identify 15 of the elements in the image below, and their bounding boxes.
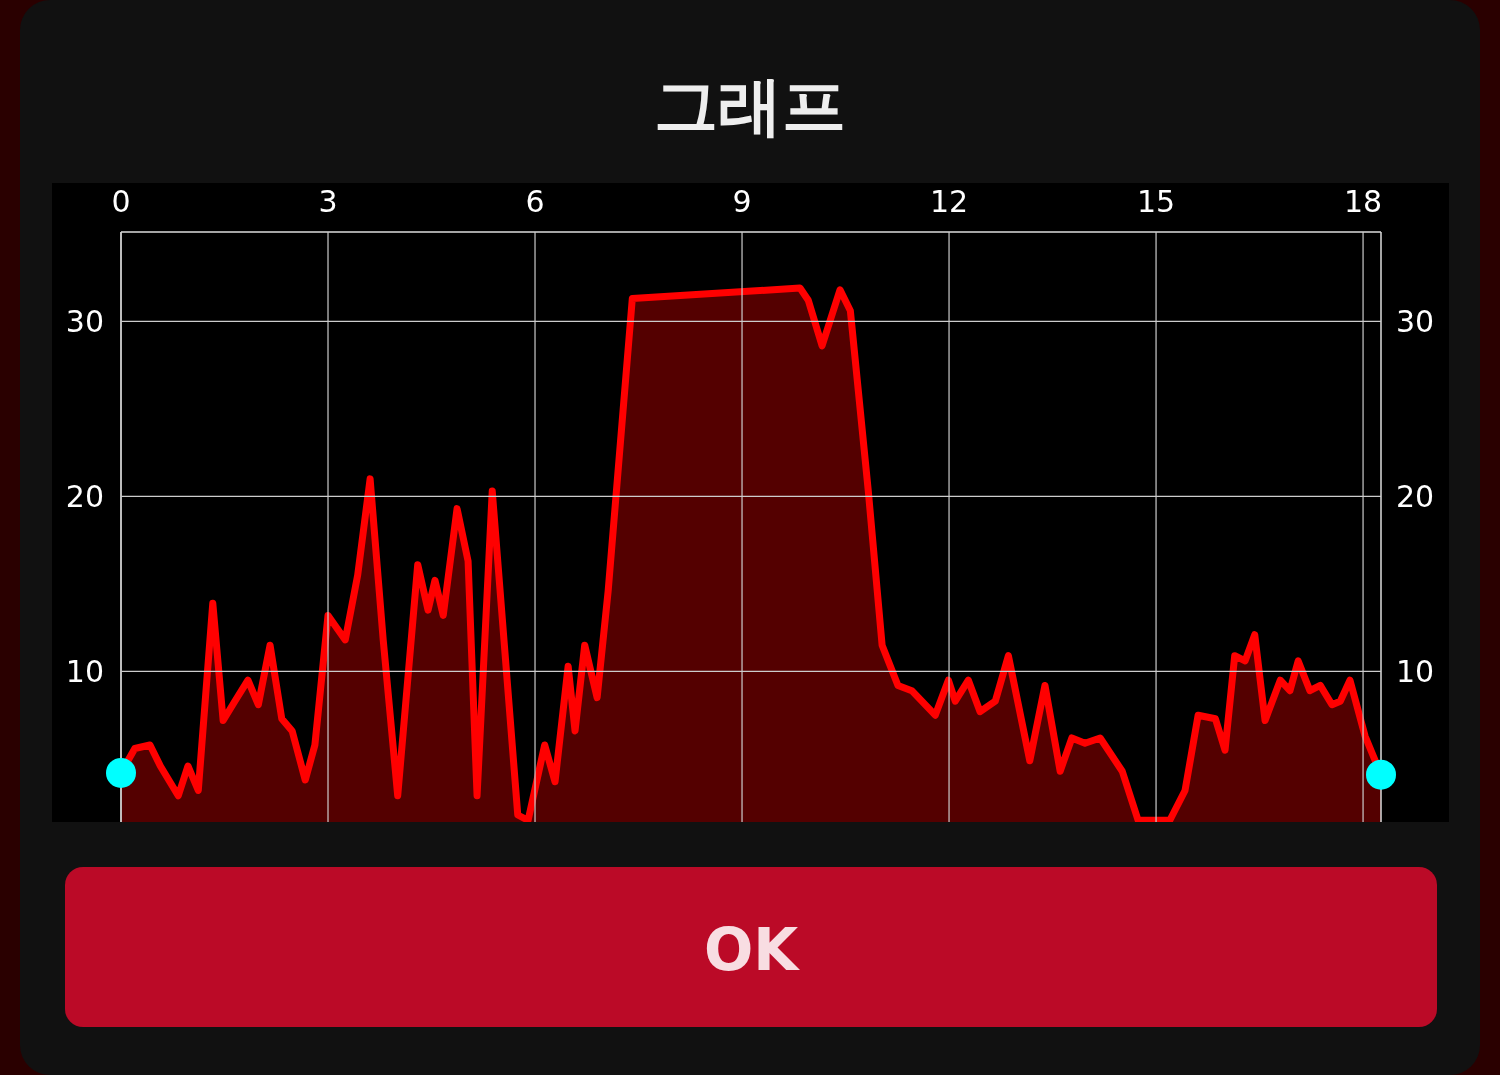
y2-tick-label: 20 [1396, 479, 1435, 515]
x-tick-label: 3 [318, 184, 338, 219]
x-tick-label: 12 [929, 184, 969, 219]
chart-title: 그래프 [654, 69, 846, 143]
x-tick-label: 0 [111, 184, 131, 219]
y2-tick-label: 30 [1396, 304, 1435, 340]
x-tick-label: 18 [1343, 184, 1383, 219]
y2-tick-label: 10 [1396, 654, 1435, 690]
y-tick-label: 10 [65, 654, 104, 690]
x-tick-label: 6 [525, 184, 545, 219]
x-tick-label: 15 [1136, 184, 1176, 219]
y-tick-label: 30 [65, 304, 104, 340]
text: OK [703, 916, 801, 984]
x-tick-label: 9 [732, 184, 752, 219]
y-tick-label: 20 [65, 479, 104, 515]
